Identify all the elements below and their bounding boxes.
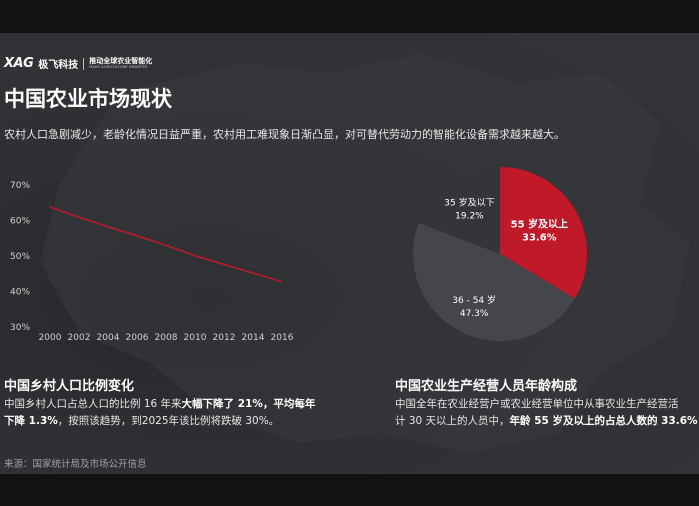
x-tick-label: 2014 [242,333,265,343]
right-body-line1: 中国全年在农业经营户或农业经营单位中从事农业生产经营活 [395,398,679,410]
y-tick-label: 40% [10,288,30,298]
y-tick-label: 30% [10,323,30,333]
x-tick-label: 2006 [126,333,149,343]
top-margin [0,0,699,33]
right-section-title: 中国农业生产经营人员年龄构成 [395,379,578,394]
intro-text: 农村人口急剧减少，老龄化情况日益严重，农村用工难现象日渐凸显，对可替代劳动力的智… [4,128,565,141]
left-body-line2-b: ，按照该趋势，到2025年该比例将跌破 30%。 [57,415,280,427]
slide-canvas: XAG 极飞科技 推动全球农业智能化 MAKE AGRICULTURE SMAR… [0,33,699,474]
brand-name: 极飞科技 [38,60,79,71]
rural-ratio-line [49,206,283,283]
right-body-line2-b: 年龄 55 岁及以上的占总人数的 33.6% [509,415,698,427]
pie-percent-label: 33.6% [522,233,557,244]
bottom-margin [0,474,699,506]
page-title: 中国农业市场现状 [4,87,172,111]
left-body-line2-a: 下降 1.3% [4,415,58,427]
china-map-background [40,53,690,453]
brand-slogan-en: MAKE AGRICULTURE SMARTER [89,64,148,69]
y-tick-label: 70% [10,181,30,191]
pie-percent-label: 47.3% [460,309,489,319]
brand-slogan-cn: 推动全球农业智能化 [89,56,153,65]
rural-population-line-chart: 70% 60% 50% 40% 30% 2000 2002 2004 2006 2008 2010 2… [10,181,294,343]
x-tick-label: 2008 [155,333,178,343]
right-section-body: 中国全年在农业经营户或农业经营单位中从事农业生产经营活 计 30 天以上的人员中… [395,396,698,430]
pie-slice-55-plus [500,167,587,299]
pie-label: 55 岁及以上 [511,218,568,231]
source-note: 来源：国家统计局及市场公开信息 [4,459,147,470]
pie-slice-36-54 [413,222,575,341]
left-section-title: 中国乡村人口比例变化 [4,379,135,394]
right-body-line2-a: 计 30 天以上的人员中， [395,415,510,427]
pie-slice-35-under [418,167,500,254]
x-tick-label: 2000 [39,333,62,343]
age-pie-chart: 55 岁及以上 33.6% 36 - 54 岁 47.3% 35 岁及以下 19.2% [413,167,587,341]
left-section-body: 中国乡村人口占总人口的比例 16 年来大幅下降了 21%，平均每年 下降 1.3… [4,396,315,430]
x-tick-label: 2004 [97,333,120,343]
brand-divider [83,57,85,70]
pie-label: 35 岁及以下 [444,197,494,209]
left-body-line1-a: 中国乡村人口占总人口的比例 16 年来 [4,398,182,410]
left-body-line1-b: 大幅下降了 21%，平均每年 [181,398,316,410]
x-tick-label: 2010 [184,333,207,343]
pie-percent-label: 19.2% [455,212,484,222]
x-tick-label: 2016 [271,333,294,343]
brand-header: XAG 极飞科技 推动全球农业智能化 MAKE AGRICULTURE SMAR… [4,56,152,71]
pie-label: 36 - 54 岁 [452,294,496,306]
y-tick-label: 60% [10,217,30,227]
y-tick-label: 50% [10,252,30,262]
x-tick-label: 2012 [213,333,236,343]
xag-logo: XAG [4,56,34,71]
x-tick-label: 2002 [68,333,91,343]
brand-slogan: 推动全球农业智能化 MAKE AGRICULTURE SMARTER [89,56,153,70]
